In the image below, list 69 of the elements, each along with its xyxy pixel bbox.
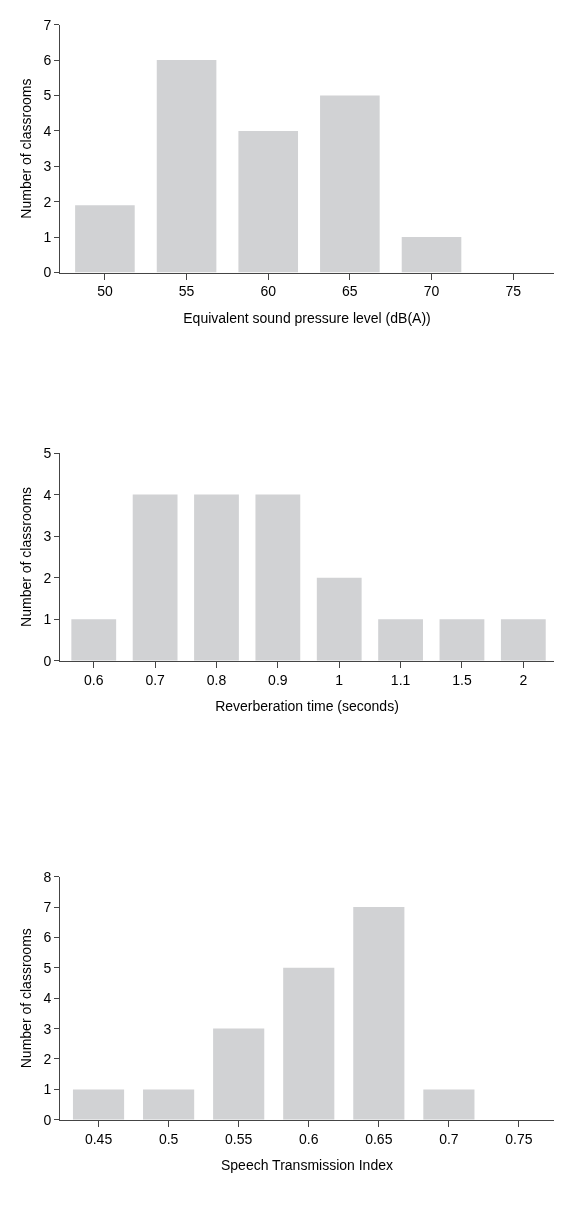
x-tick-label: 0.75 xyxy=(505,1130,533,1147)
y-tick-label: 7 xyxy=(43,898,52,915)
bar xyxy=(72,1089,125,1120)
x-axis-title: Reverberation time (seconds) xyxy=(215,697,399,714)
y-tick-label: 4 xyxy=(43,486,52,503)
x-tick-label: 60 xyxy=(260,283,277,300)
bar xyxy=(194,494,239,661)
y-tick-label: 1 xyxy=(43,1081,52,1098)
y-tick-label: 0 xyxy=(43,652,52,669)
x-tick-label: 1.5 xyxy=(452,671,472,688)
y-tick-label: 3 xyxy=(43,1020,52,1037)
x-axis-title: Speech Transmission Index xyxy=(221,1156,393,1173)
x-tick-label: 0.5 xyxy=(158,1130,179,1147)
y-tick-label: 2 xyxy=(43,569,52,586)
bar xyxy=(75,205,135,273)
y-tick-label: 6 xyxy=(43,929,52,946)
y-tick-label: 5 xyxy=(43,959,52,976)
x-tick-label: 65 xyxy=(342,283,358,300)
y-tick-label: 5 xyxy=(43,87,52,104)
y-tick-label: 7 xyxy=(43,16,52,33)
x-tick-label: 0.9 xyxy=(268,671,288,688)
x-tick-label: 70 xyxy=(423,283,440,300)
y-axis-title: Number of classrooms xyxy=(18,928,34,1069)
x-tick-label: 0.7 xyxy=(439,1130,459,1147)
bar xyxy=(316,577,362,661)
y-tick-label: 1 xyxy=(43,229,52,246)
y-tick-label: 6 xyxy=(43,52,52,69)
x-tick-label: 0.6 xyxy=(299,1130,319,1147)
bar xyxy=(283,967,335,1120)
bar xyxy=(255,494,301,661)
y-tick-label: 3 xyxy=(43,158,52,175)
bar xyxy=(132,494,178,661)
x-tick-label: 0.45 xyxy=(84,1130,113,1147)
y-axis-title: Number of classrooms xyxy=(18,78,34,219)
x-tick-label: 55 xyxy=(178,283,195,300)
bar xyxy=(353,907,405,1120)
bar xyxy=(378,619,423,661)
x-tick-label: 50 xyxy=(97,283,113,300)
y-tick-label: 0 xyxy=(43,264,52,281)
y-tick-label: 3 xyxy=(43,528,52,545)
bar xyxy=(213,1028,265,1120)
bar xyxy=(156,60,217,273)
y-tick-label: 4 xyxy=(43,122,52,139)
x-axis-title: Equivalent sound pressure level (dB(A)) xyxy=(183,309,431,326)
bar xyxy=(423,1089,475,1120)
y-tick-label: 1 xyxy=(43,611,52,628)
y-tick-label: 0 xyxy=(43,1111,52,1128)
x-tick-label: 0.8 xyxy=(206,671,227,688)
x-tick-label: 0.6 xyxy=(84,671,104,688)
bar xyxy=(500,619,546,661)
bar xyxy=(320,95,380,273)
bar xyxy=(439,619,485,661)
x-tick-label: 0.7 xyxy=(145,671,166,688)
bar xyxy=(143,1089,195,1120)
y-axis-title: Number of classrooms xyxy=(18,486,34,627)
x-tick-label: 75 xyxy=(505,283,522,300)
x-tick-label: 1 xyxy=(335,671,344,688)
y-tick-label: 5 xyxy=(43,444,52,461)
y-tick-label: 2 xyxy=(43,193,52,210)
bar xyxy=(401,237,462,273)
x-tick-label: 1.1 xyxy=(390,671,411,688)
y-tick-label: 8 xyxy=(43,868,52,885)
bar xyxy=(238,130,299,273)
x-tick-label: 2 xyxy=(519,671,528,688)
y-tick-label: 4 xyxy=(43,990,52,1007)
y-tick-label: 2 xyxy=(43,1050,52,1067)
bar xyxy=(71,619,117,661)
x-tick-label: 0.65 xyxy=(365,1130,393,1147)
x-tick-label: 0.55 xyxy=(225,1130,253,1147)
